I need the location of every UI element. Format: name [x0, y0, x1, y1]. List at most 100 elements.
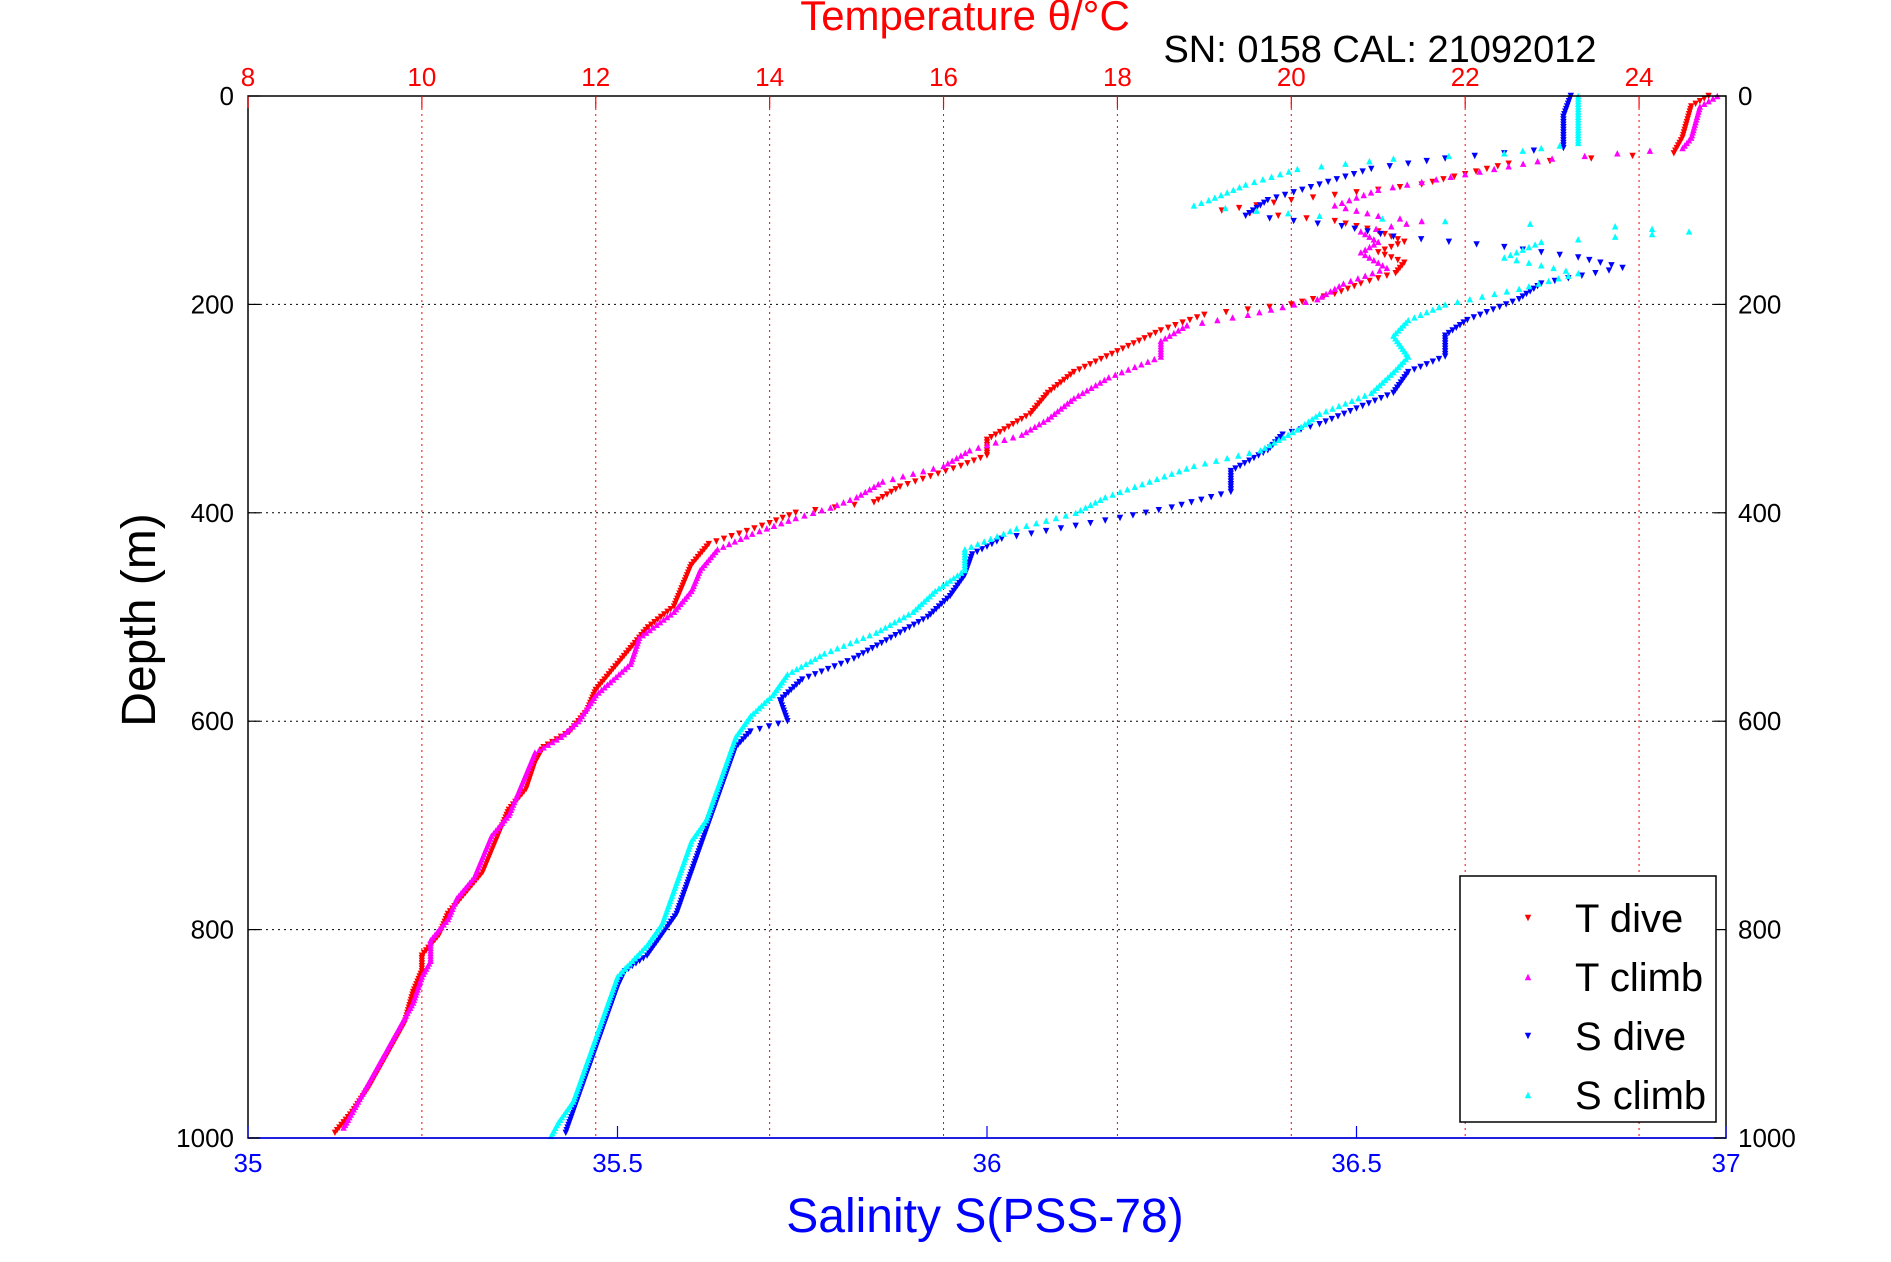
- data-point: [1000, 530, 1007, 537]
- data-point: [873, 642, 881, 649]
- data-point: [1042, 517, 1050, 524]
- data-point: [1357, 280, 1365, 287]
- data-point: [1201, 311, 1208, 319]
- data-point: [1288, 301, 1295, 308]
- legend-marker: [1524, 1091, 1532, 1099]
- data-point: [983, 441, 991, 449]
- data-point: [1230, 186, 1237, 193]
- series-t-climb: [340, 92, 1721, 1131]
- data-point: [1575, 139, 1582, 147]
- data-point: [670, 608, 678, 615]
- chart-title: Temperature θ/°C: [800, 0, 1130, 39]
- data-point: [1353, 405, 1360, 412]
- data-point: [879, 478, 886, 485]
- data-point: [1435, 355, 1443, 363]
- data-point: [1619, 264, 1626, 272]
- data-point: [1376, 381, 1383, 389]
- data-point: [663, 613, 671, 621]
- data-point: [860, 650, 867, 657]
- data-point: [725, 540, 733, 548]
- data-point: [1108, 350, 1116, 358]
- y-left-tick-label: 1000: [176, 1123, 234, 1153]
- data-point: [1057, 379, 1065, 386]
- data-point: [560, 731, 568, 738]
- data-point: [1494, 163, 1501, 170]
- data-point: [1505, 163, 1512, 170]
- data-point: [1342, 204, 1349, 212]
- data-point: [1116, 488, 1124, 496]
- data-point: [1285, 168, 1292, 175]
- data-point: [1290, 189, 1297, 196]
- data-point: [1386, 163, 1393, 170]
- data-point: [844, 658, 851, 665]
- data-point: [1290, 301, 1298, 308]
- data-point: [1513, 249, 1520, 256]
- data-point: [883, 637, 890, 644]
- data-point: [1334, 413, 1342, 420]
- data-point: [1503, 288, 1510, 295]
- grid: [247, 96, 1726, 1138]
- data-point: [1394, 241, 1401, 248]
- data-points: [331, 92, 1721, 1140]
- data-point: [1212, 457, 1220, 464]
- x-top-tick-label: 8: [241, 62, 255, 92]
- data-point: [950, 465, 957, 472]
- data-point: [1092, 358, 1099, 365]
- data-point: [1538, 249, 1545, 256]
- y-left-tick-label: 200: [191, 289, 234, 319]
- data-point: [827, 647, 835, 655]
- data-point: [792, 514, 799, 522]
- data-point: [1523, 290, 1530, 298]
- data-point: [932, 587, 939, 595]
- data-point: [1381, 376, 1389, 384]
- data-point: [978, 546, 986, 553]
- y-left-tick-label: 600: [191, 706, 234, 736]
- data-point: [1157, 327, 1165, 334]
- data-point: [1342, 160, 1349, 167]
- data-point: [1338, 288, 1345, 295]
- data-point: [1331, 290, 1338, 298]
- data-point: [920, 616, 927, 623]
- data-point: [1006, 527, 1014, 535]
- data-point: [1453, 324, 1460, 332]
- data-point: [1555, 275, 1562, 282]
- data-point: [1082, 504, 1089, 511]
- data-point: [1307, 423, 1314, 431]
- data-point: [1538, 144, 1545, 152]
- data-point: [909, 608, 917, 615]
- data-point: [934, 470, 942, 477]
- data-point: [1418, 178, 1425, 186]
- data-point: [981, 538, 988, 545]
- data-point: [1018, 415, 1025, 423]
- data-point: [563, 728, 570, 735]
- data-point: [1331, 202, 1338, 209]
- data-point: [811, 671, 819, 678]
- data-point: [1051, 384, 1058, 391]
- legend-label: T dive: [1575, 897, 1683, 941]
- data-point: [1028, 530, 1035, 537]
- data-point: [793, 665, 800, 673]
- data-point: [900, 613, 908, 621]
- data-point: [1548, 155, 1556, 162]
- data-point: [761, 699, 768, 707]
- data-point: [1288, 197, 1295, 204]
- data-point: [788, 668, 796, 675]
- data-point: [656, 619, 664, 626]
- data-point: [1361, 230, 1369, 238]
- data-point: [1670, 150, 1678, 157]
- data-point: [1157, 353, 1165, 360]
- data-point: [1168, 504, 1175, 511]
- data-point: [1394, 256, 1401, 264]
- data-point: [1502, 301, 1510, 308]
- data-point: [1359, 402, 1366, 410]
- data-point: [1057, 405, 1065, 412]
- data-point: [1530, 147, 1538, 154]
- data-point: [1257, 202, 1264, 209]
- data-point: [736, 530, 743, 537]
- data-point: [1205, 197, 1212, 204]
- data-point: [1316, 421, 1323, 428]
- data-point: [624, 663, 631, 670]
- data-point: [1390, 389, 1397, 397]
- data-point: [654, 616, 661, 623]
